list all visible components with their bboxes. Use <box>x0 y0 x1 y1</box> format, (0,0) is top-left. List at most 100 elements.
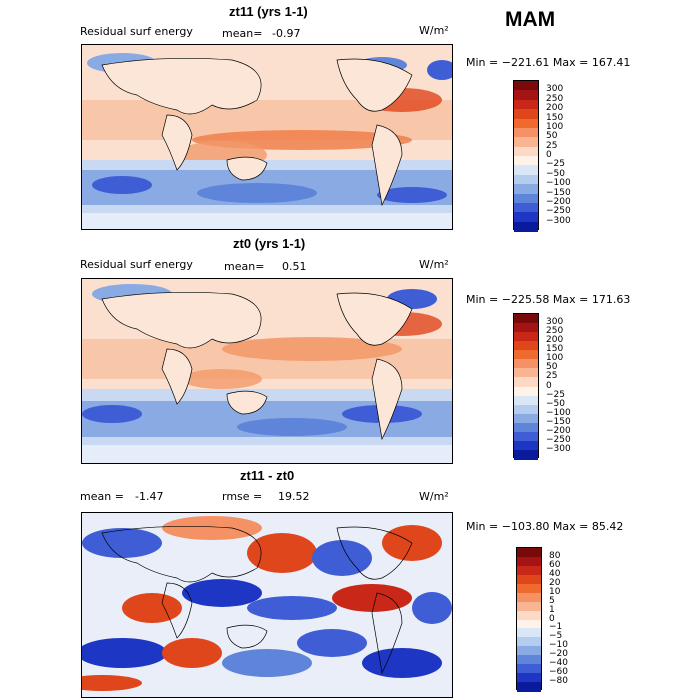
colorbar-swatch <box>514 127 538 138</box>
colorbar-label: −200 <box>546 425 571 436</box>
colorbar-label: 50 <box>546 131 558 142</box>
colorbar-swatch <box>514 350 538 360</box>
panel-1-units: W/m² <box>419 24 449 37</box>
panel-3-units: W/m² <box>419 490 449 503</box>
colorbar-swatch <box>514 137 538 148</box>
colorbar-label: 150 <box>546 344 564 355</box>
colorbar-swatch <box>514 81 538 91</box>
panel-1-colorbar-swatches <box>513 80 539 232</box>
panel-1-map <box>81 44 453 230</box>
colorbar-label: 300 <box>546 317 564 328</box>
colorbar-swatch <box>517 628 541 638</box>
colorbar-label: 100 <box>546 353 564 364</box>
panel-2-colorbar: 300 250 200 150 100 50 25 0 −25 −50 −100 −150 −200 −2… <box>513 313 583 460</box>
panel-1-min-max: Min = −221.61 Max = 167.41 <box>466 56 631 69</box>
panel-2-colorbar-swatches <box>513 313 539 460</box>
colorbar-swatch <box>517 583 541 594</box>
colorbar-label: 50 <box>546 362 558 373</box>
colorbar-label: −100 <box>546 178 571 189</box>
colorbar-label: 40 <box>549 568 561 579</box>
panel-1-mean-value: -0.97 <box>272 27 301 40</box>
colorbar-label: −60 <box>549 667 568 678</box>
colorbar-swatch <box>517 548 541 558</box>
colorbar-label: 200 <box>546 335 564 346</box>
colorbar-swatch <box>514 386 538 397</box>
panel-1-map-graphic <box>82 45 452 229</box>
colorbar-swatch <box>514 359 538 369</box>
panel-2-map-graphic <box>82 279 452 463</box>
colorbar-label: −5 <box>549 631 563 642</box>
colorbar-label: −100 <box>546 407 571 418</box>
colorbar-label: 0 <box>546 150 552 160</box>
colorbar-swatch <box>514 90 538 101</box>
colorbar-swatch <box>517 664 541 674</box>
colorbar-swatch <box>514 109 538 119</box>
colorbar-swatch <box>514 221 538 232</box>
colorbar-swatch <box>514 368 538 378</box>
panel-3-colorbar: 80 60 40 20 10 5 1 0 −1 −5 −10 −20 −40 −60 −80 <box>516 547 586 692</box>
panel-3-map-graphic <box>82 513 452 697</box>
colorbar-label: −300 <box>546 215 571 226</box>
colorbar-label: −250 <box>546 434 571 445</box>
panel-2-mean-label: mean= <box>224 260 265 273</box>
colorbar-label: −150 <box>546 416 571 427</box>
colorbar-label: −300 <box>546 443 571 454</box>
panel-1-mean-label: mean= <box>222 27 263 40</box>
colorbar-label: 5 <box>549 595 555 606</box>
colorbar-swatch <box>514 341 538 351</box>
colorbar-swatch <box>514 422 538 433</box>
panel-1-colorbar: 300 250 200 150 100 50 25 0 −25 −50 −100 −150 −200 −2… <box>513 80 583 232</box>
colorbar-label: 20 <box>549 577 561 588</box>
colorbar-swatch <box>514 118 538 129</box>
colorbar-swatch <box>514 146 538 157</box>
panel-3-mean-value: -1.47 <box>135 490 164 503</box>
panel-3-rmse-label: rmse = <box>222 490 263 503</box>
colorbar-label: 0 <box>546 380 552 391</box>
colorbar-label: 0 <box>549 613 555 624</box>
colorbar-label: −200 <box>546 196 571 207</box>
colorbar-swatch <box>517 610 541 620</box>
colorbar-label: −50 <box>546 168 565 179</box>
colorbar-swatch <box>514 174 538 185</box>
colorbar-swatch <box>514 431 538 442</box>
colorbar-label: 60 <box>549 559 561 570</box>
colorbar-swatch <box>514 165 538 176</box>
colorbar-swatch <box>514 413 538 424</box>
colorbar-swatch <box>517 565 541 576</box>
panel-2-units: W/m² <box>419 258 449 271</box>
panel-2-map <box>81 278 453 464</box>
panel-3-min-max: Min = −103.80 Max = 85.42 <box>466 520 624 533</box>
season-label: MAM <box>505 8 556 31</box>
colorbar-label: −50 <box>546 398 565 409</box>
colorbar-label: −40 <box>549 658 568 669</box>
panel-2-min-max: Min = −225.58 Max = 171.63 <box>466 293 631 306</box>
colorbar-swatch <box>514 314 538 324</box>
panel-1-title: zt11 (yrs 1-1) <box>229 4 308 19</box>
colorbar-label: 250 <box>546 326 564 337</box>
colorbar-swatch <box>514 156 538 166</box>
panel-3-rmse-value: 19.52 <box>278 490 310 503</box>
colorbar-swatch <box>517 592 541 603</box>
panel-3-colorbar-swatches <box>516 547 542 692</box>
panel-3-mean-label: mean = <box>80 490 124 503</box>
colorbar-swatch <box>514 404 538 415</box>
panel-2-variable-label: Residual surf energy <box>80 258 193 271</box>
colorbar-swatch <box>517 646 541 656</box>
colorbar-swatch <box>517 619 541 629</box>
colorbar-label: 300 <box>546 84 564 95</box>
colorbar-label: −1 <box>549 622 563 633</box>
colorbar-swatch <box>517 556 541 567</box>
colorbar-swatch <box>514 377 538 387</box>
colorbar-swatch <box>514 449 538 460</box>
colorbar-label: 200 <box>546 103 564 114</box>
colorbar-label: 10 <box>549 586 561 597</box>
panel-2-mean-value: 0.51 <box>282 260 307 273</box>
colorbar-swatch <box>517 637 541 647</box>
colorbar-swatch <box>517 655 541 665</box>
colorbar-label: 25 <box>546 140 558 151</box>
colorbar-swatch <box>517 574 541 585</box>
colorbar-label: −80 <box>549 676 568 687</box>
colorbar-swatch <box>517 682 541 692</box>
colorbar-swatch <box>514 202 538 213</box>
colorbar-label: −25 <box>546 389 565 400</box>
